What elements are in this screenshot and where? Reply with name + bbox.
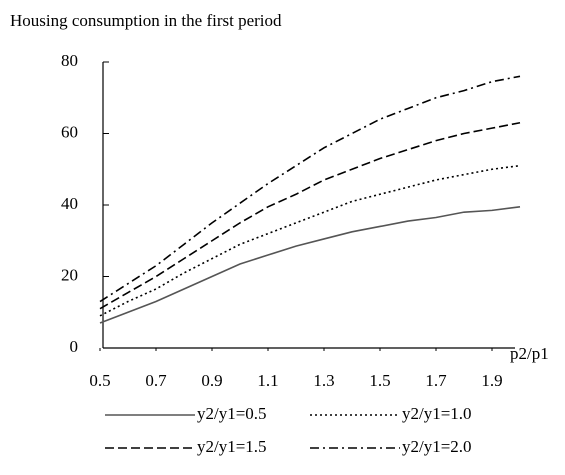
series-line	[99, 121, 521, 310]
series-line	[99, 75, 521, 303]
legend-label: y2/y1=1.0	[402, 404, 472, 423]
legend-label: y2/y1=0.5	[197, 404, 267, 423]
x-tick-label: 1.3	[313, 371, 334, 390]
y-tick-label: 80	[61, 51, 78, 70]
x-axis-label: p2/p1	[510, 344, 549, 363]
legend-label: y2/y1=2.0	[402, 437, 472, 456]
series-line	[99, 205, 521, 324]
x-tick-label: 0.7	[145, 371, 167, 390]
legend-label: y2/y1=1.5	[197, 437, 267, 456]
x-tick-label: 1.7	[425, 371, 447, 390]
x-tick-label: 0.5	[89, 371, 110, 390]
x-tick-label: 0.9	[201, 371, 222, 390]
x-tick-label: 1.5	[369, 371, 390, 390]
x-tick-label: 1.9	[481, 371, 502, 390]
x-tick-label: 1.1	[257, 371, 278, 390]
y-tick-label: 20	[61, 265, 78, 284]
y-tick-label: 40	[61, 194, 78, 213]
y-tick-label: 60	[61, 122, 78, 141]
series-line	[99, 164, 521, 317]
y-tick-label: 0	[70, 337, 79, 356]
chart-title: Housing consumption in the first period	[10, 11, 282, 30]
